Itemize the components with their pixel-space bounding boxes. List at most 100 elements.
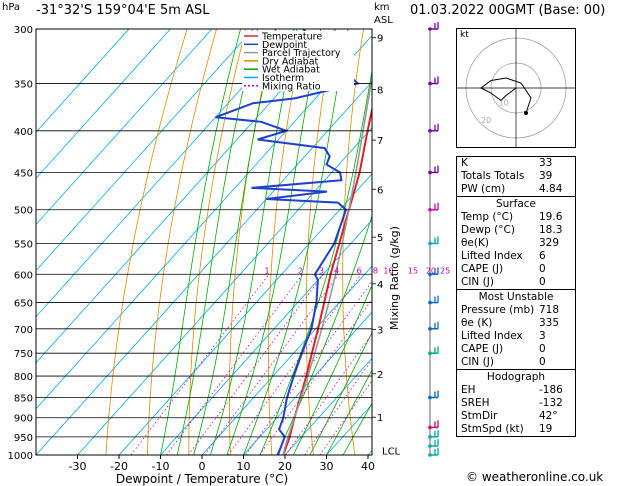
mixing-ratio-label: 25 [440,266,450,275]
pressure-tick-label: 500 [14,206,33,217]
most-unstable-label: CAPE (J) [461,343,504,355]
wind-barb-dot [428,351,432,356]
dry-adiabat [599,29,629,455]
wind-barb-dot [428,435,432,439]
surface-label: CAPE (J) [461,263,504,275]
index-label: Totals Totals [461,170,525,182]
wind-barb-dot [428,272,432,277]
dry-adiabat [147,29,217,455]
hodograph-stat-label: StmDir [461,410,498,422]
surface-label: Dewp (°C) [461,224,515,236]
km-tick-label: 7 [377,136,383,147]
km-tick-label: 3 [377,325,383,336]
hodograph-stat-row: EH -186 [457,384,575,397]
most-unstable-label: Pressure (mb) [461,304,535,316]
most-unstable-value: 0 [539,356,546,368]
hodograph-panel: 10 20 kt [456,28,576,148]
km-tick-label: 4 [377,280,383,291]
surface-label: Lifted Index [461,250,523,262]
legend-entry: Temperature [261,32,322,43]
mixing-ratio-label: 4 [334,266,339,275]
surface-value: 329 [539,237,560,249]
surface-row: Lifted Index 6 [457,250,575,263]
wet-adiabat [342,402,372,455]
copyright-label[interactable]: © weatheronline.co.uk [466,470,604,484]
indices-panel: K 33 Totals Totals 39 PW (cm) 4.84 Surface Te… [456,156,576,437]
mixing-ratio-label: 20 [426,266,436,275]
most-unstable-label: Lifted Index [461,330,523,342]
wind-barb-dot [428,300,432,305]
x-tick-label: -30 [69,460,87,473]
surface-title: Surface [495,198,536,210]
isotherm-line [160,219,372,455]
x-tick-label: 10 [237,460,251,473]
hodograph-stat-label: EH [461,384,476,396]
dry-adiabat [105,29,188,455]
mixing-ratio-label: 8 [373,266,378,275]
legend-entry: Dewpoint [262,40,307,51]
mixing-ratio-label: 3 [319,266,324,275]
wind-barb-dot [428,425,432,430]
surface-value: 18.3 [539,224,563,236]
chart-title: -31°32'S 159°04'E 5m ASL [36,3,210,18]
legend-box [242,31,354,91]
index-label: K [461,157,468,169]
hodograph-stat-value: 19 [539,423,553,435]
pressure-tick-label: 1000 [8,451,33,462]
x-tick-label: 20 [278,460,292,473]
hodograph-title: Hodograph [486,371,546,383]
wind-barb-dot [428,241,432,246]
isotherm-line [77,127,372,455]
hodograph-storm-motion [524,111,528,115]
wind-barb-dot [428,81,432,86]
surface-row: θe(K) 329 [457,237,575,250]
isotherm-line [36,29,296,318]
isotherm-line [36,29,213,226]
x-tick-label: -10 [152,460,170,473]
index-row: PW (cm) 4.84 [457,183,575,196]
datetime-label: 01.03.2022 00GMT (Base: 00) [410,3,606,18]
mixing-ratio-line [245,280,372,455]
most-unstable-title: Most Unstable [478,291,554,303]
index-row: K 33 [457,157,575,170]
series-dewpoint [215,29,361,455]
surface-value: 19.6 [539,211,563,223]
wind-barb-dot [428,27,432,31]
isotherm-line [36,29,130,133]
pressure-tick-label: 550 [14,239,33,250]
pressure-tick-label: 650 [14,299,33,310]
wind-barb-dot [428,170,432,175]
mixing-ratio-label: 10 [383,266,393,275]
legend-entry: Parcel Trajectory [262,48,341,59]
index-value: 4.84 [539,183,563,195]
series-parcel-trajectory [282,73,372,455]
hodograph-stat-row: StmSpd (kt) 19 [457,423,575,436]
index-row: Totals Totals 39 [457,170,575,183]
hodograph-plot: 10 20 [457,29,575,147]
dry-adiabat [412,29,438,455]
surface-row: Dewp (°C) 18.3 [457,224,575,237]
wet-adiabat [309,331,372,455]
lcl-label: LCL [382,446,401,457]
surface-row: CIN (J) 0 [457,276,575,289]
km-tick-label: 5 [377,233,383,244]
hodograph-stat-row: StmDir 42° [457,410,575,423]
most-unstable-row: Lifted Index 3 [457,330,575,343]
indices-top: K 33 Totals Totals 39 PW (cm) 4.84 [457,157,575,196]
legend-entry: Wet Adiabat [262,65,320,76]
most-unstable-label: CIN (J) [461,356,494,368]
legend-entry: Isotherm [262,73,304,84]
wind-barb-dot [428,207,432,212]
most-unstable-value: 335 [539,317,560,329]
mixing-ratio-axis-title: Mixing Ratio (g/kg) [388,226,401,330]
wind-barb-dot [428,326,432,331]
most-unstable-value: 3 [539,330,546,342]
mixing-ratio-label: 2 [298,266,303,275]
pressure-tick-label: 300 [14,25,33,36]
mixing-ratio-label: 1 [264,266,269,275]
most-unstable-value: 718 [539,304,560,316]
wet-adiabat [176,29,258,455]
km-tick-label: 9 [377,34,383,45]
mixing-ratio-line [188,274,324,455]
x-tick-label: 0 [199,460,206,473]
